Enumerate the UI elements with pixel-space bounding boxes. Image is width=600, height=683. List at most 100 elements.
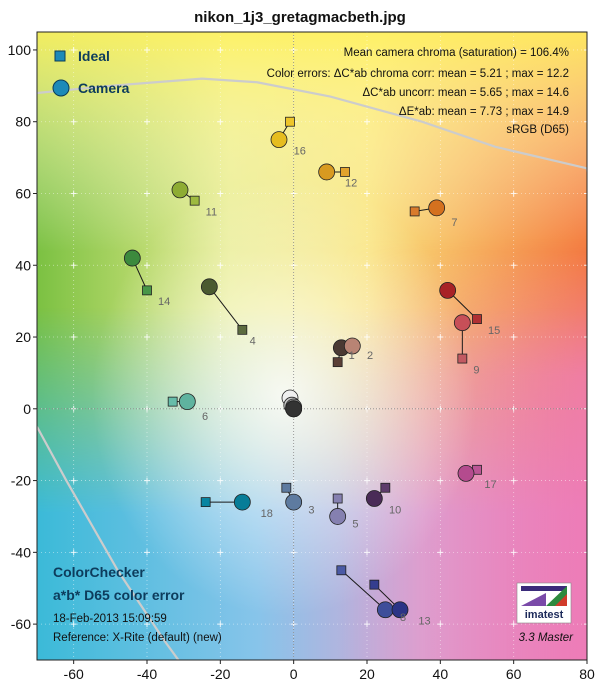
grid-cross: [70, 190, 77, 197]
camera-point-24: [285, 400, 303, 418]
grid-cross: [437, 118, 444, 125]
camera-point-12: [318, 163, 336, 181]
grid-cross: [510, 190, 517, 197]
patch-label-12: 12: [345, 178, 357, 190]
plot-frame: [36, 31, 588, 661]
ideal-point-9: [457, 353, 468, 364]
camera-point-6: [178, 393, 196, 411]
grid-cross: [437, 190, 444, 197]
y-tick-label: 100: [8, 42, 32, 58]
ideal-point-16: [285, 116, 295, 127]
patch-label-6: 6: [202, 411, 208, 423]
ideal-point-4: [237, 324, 248, 335]
grid-cross: [510, 549, 517, 556]
camera-point-18: [233, 493, 251, 511]
patch-label-8: 8: [400, 612, 406, 624]
patch-label-13: 13: [418, 616, 430, 628]
patch-label-9: 9: [473, 364, 479, 376]
grid-cross: [144, 190, 150, 197]
ideal-point-5: [332, 493, 343, 504]
patch-label-16: 16: [294, 145, 306, 157]
y-tick-label: -40: [11, 544, 31, 560]
stats-chroma-uncorr: ΔC*ab uncorr: mean = 5.65 ; max = 14.6: [363, 87, 570, 99]
grid-cross: [144, 621, 150, 628]
camera-point-9: [453, 314, 471, 332]
grid-cross: [217, 334, 224, 341]
ideal-point-8: [336, 565, 347, 576]
camera-point-4: [200, 278, 218, 296]
patch-label-5: 5: [352, 519, 358, 531]
boundary-left: [37, 426, 180, 660]
patch-label-2: 2: [367, 350, 373, 362]
ideal-point-14: [142, 285, 152, 296]
boundary-top: [37, 77, 587, 176]
grid-cross: [217, 262, 224, 269]
grid-cross: [70, 46, 77, 53]
y-tick-label: 60: [15, 185, 31, 201]
grid-cross: [70, 621, 77, 628]
y-tick-label: 20: [15, 329, 31, 345]
grid-cross: [437, 46, 444, 53]
grid-cross: [144, 118, 150, 125]
y-tick-label: 40: [15, 257, 31, 273]
ideal-point-18: [200, 497, 211, 508]
grid-cross: [510, 477, 517, 484]
x-tick-label: 40: [433, 666, 449, 682]
connector-8: [340, 569, 386, 611]
grid-cross: [217, 46, 224, 53]
y-axis: 100 80 60 40 20 0 -20 -40 -60: [8, 42, 37, 632]
grid-cross: [144, 477, 150, 484]
patch-label-15: 15: [488, 325, 500, 337]
ideal-point-11: [189, 195, 200, 206]
patch-label-11: 11: [206, 206, 217, 218]
y-tick-label: 0: [23, 401, 31, 417]
camera-point-3: [285, 493, 303, 511]
grid-cross: [584, 118, 587, 125]
legend-camera-label: Camera: [78, 80, 130, 96]
x-tick-label: 80: [579, 666, 595, 682]
info-heading-colorchecker: ColorChecker: [53, 564, 145, 580]
grid-cross: [437, 262, 444, 269]
grid-cross: [144, 46, 150, 53]
patch-label-4: 4: [250, 336, 256, 348]
ideal-point-13: [369, 579, 380, 590]
camera-point-16: [270, 131, 288, 149]
ideal-point-6: [167, 396, 178, 407]
ideal-point-15: [472, 314, 482, 324]
grid-cross: [510, 118, 517, 125]
grid-cross: [584, 190, 587, 197]
patch-label-7: 7: [451, 217, 457, 229]
patch-label-17: 17: [484, 479, 496, 491]
grid-cross: [510, 621, 517, 628]
patch-label-18: 18: [261, 508, 273, 520]
grid-cross: [510, 46, 517, 53]
grid-cross: [144, 334, 150, 341]
x-axis: -60 -40 -20 0 20 40 60 80: [64, 660, 595, 682]
patch-label-14: 14: [158, 296, 170, 308]
stats-colorspace: sRGB (D65): [506, 124, 569, 136]
imatest-logo: imatest: [516, 582, 572, 624]
grid-cross: [217, 477, 224, 484]
camera-point-15: [439, 281, 457, 299]
legend-camera-marker: [52, 79, 70, 97]
grid-cross: [70, 118, 77, 125]
grid-cross: [437, 334, 444, 341]
camera-point-17: [457, 464, 475, 482]
ideal-point-12: [340, 167, 350, 177]
grid-cross: [217, 118, 224, 125]
camera-point-11: [171, 181, 189, 199]
info-timestamp: 18-Feb-2013 15:09:59: [53, 613, 167, 625]
gamut-boundary: [37, 77, 587, 660]
legend-ideal-marker: [54, 50, 66, 62]
chart-title: nikon_1j3_gretagmacbeth.jpg: [194, 9, 406, 26]
grid-cross: [217, 190, 224, 197]
grid-cross: [144, 262, 150, 269]
stats-chroma: Mean camera chroma (saturation) = 106.4%: [344, 47, 569, 59]
stats-chroma-corr: Color errors: ΔC*ab chroma corr: mean = …: [267, 68, 569, 80]
patch-label-1: 1: [349, 350, 355, 362]
grid-cross: [584, 334, 587, 341]
plot-background: [37, 32, 587, 660]
grid-cross: [510, 262, 517, 269]
camera-point-8: [376, 601, 394, 619]
